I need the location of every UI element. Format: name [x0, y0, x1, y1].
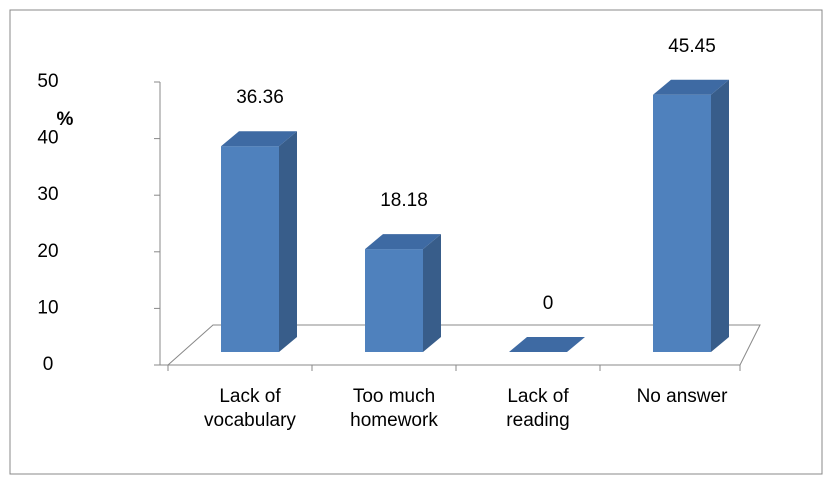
x-tick-label: Lack of vocabulary [204, 386, 296, 431]
bar-top [365, 234, 441, 250]
bar-top [653, 79, 729, 95]
value-label: 45.45 [668, 36, 716, 57]
y-axis-label: % [57, 109, 74, 130]
bar-top [221, 131, 297, 147]
bar-side [423, 234, 441, 352]
bar-side [279, 131, 297, 352]
x-tick-label: No answer [636, 386, 728, 407]
y-tick-label: 10 [37, 297, 58, 318]
y-tick-label: 40 [37, 128, 58, 149]
bar [221, 146, 279, 352]
value-label: 18.18 [380, 190, 428, 211]
bar [653, 94, 711, 353]
x-tick-label: Too much homework [350, 386, 438, 431]
bar-top [509, 337, 585, 352]
y-tick-label: 20 [37, 241, 58, 262]
value-label: 36.36 [236, 87, 284, 108]
value-label: 0 [543, 293, 554, 314]
chart-frame [9, 9, 823, 475]
y-tick-label: 0 [43, 354, 54, 375]
bar [365, 249, 423, 352]
x-tick-label: Lack of reading [506, 386, 570, 431]
y-tick-label: 30 [37, 184, 58, 205]
y-tick-label: 50 [37, 71, 58, 92]
bar-side [711, 79, 729, 353]
